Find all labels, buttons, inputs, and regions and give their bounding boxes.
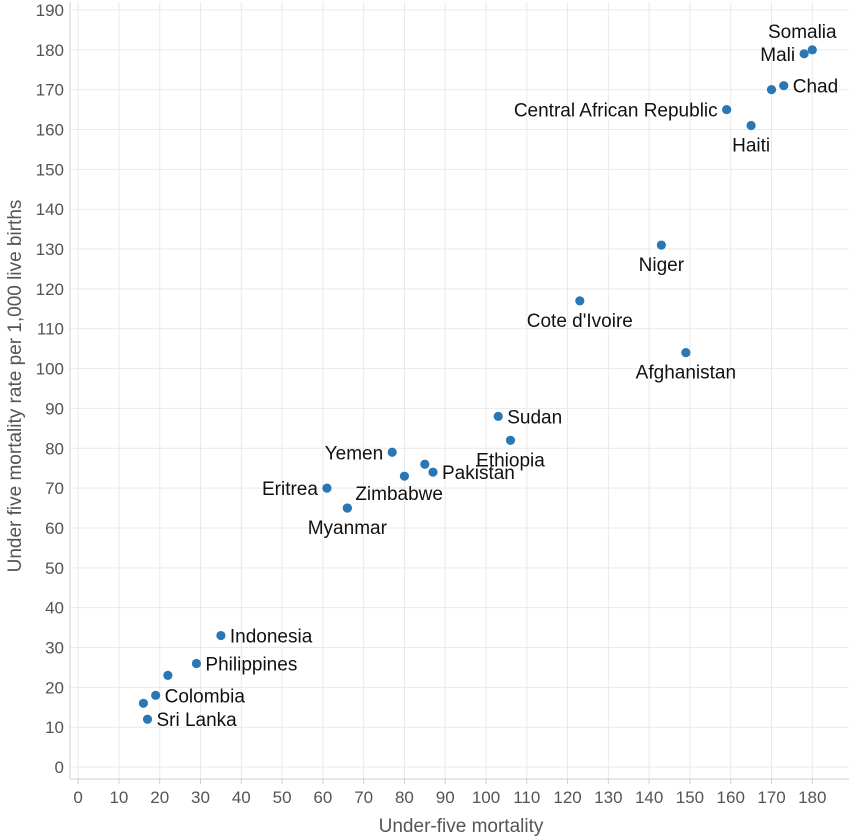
- data-point: [656, 240, 666, 250]
- data-point: [505, 435, 516, 445]
- y-tick-label: 20: [45, 678, 64, 697]
- x-tick-label: 0: [73, 788, 82, 807]
- data-label: Somalia: [768, 22, 837, 43]
- x-tick-label: 90: [436, 788, 455, 807]
- x-tick-label: 10: [109, 788, 128, 807]
- data-point: [766, 85, 777, 95]
- x-tick-label: 170: [757, 788, 785, 807]
- data-label: Colombia: [165, 686, 246, 707]
- x-tick-label: 40: [232, 788, 251, 807]
- data-point: [779, 81, 789, 91]
- data-label: Eritrea: [262, 479, 318, 500]
- x-tick-label: 120: [553, 788, 581, 807]
- data-label: Afghanistan: [636, 363, 736, 384]
- data-label: Niger: [639, 255, 685, 276]
- data-point: [387, 447, 397, 457]
- x-tick-label: 50: [273, 788, 292, 807]
- data-label: Mali: [760, 45, 795, 66]
- data-label: Ethiopia: [476, 450, 545, 471]
- axes: [69, 2, 849, 784]
- y-tick-label: 180: [36, 41, 64, 60]
- data-point: [322, 483, 332, 493]
- data-label: Cote d'Ivoire: [527, 311, 633, 332]
- x-axis-title: Under-five mortality: [379, 816, 544, 837]
- y-tick-label: 190: [36, 1, 64, 20]
- y-tick-label: 40: [45, 599, 64, 618]
- data-label: Zimbabwe: [355, 484, 443, 505]
- data-label: Indonesia: [230, 627, 313, 648]
- y-tick-label: 50: [45, 559, 64, 578]
- data-point: [342, 503, 352, 513]
- x-tick-label: 60: [313, 788, 332, 807]
- x-tick-label: 140: [635, 788, 663, 807]
- data-label: Central African Republic: [514, 101, 718, 122]
- data-label: Haiti: [732, 136, 770, 157]
- y-tick-label: 140: [36, 200, 64, 219]
- data-point: [428, 467, 438, 477]
- y-tick-label: 90: [45, 399, 64, 418]
- data-point: [681, 348, 691, 358]
- data-point: [807, 45, 817, 55]
- data-point: [163, 670, 173, 681]
- data-label: Pakistan: [442, 463, 515, 484]
- data-label: Philippines: [205, 654, 297, 675]
- data-label: Sri Lanka: [156, 710, 237, 731]
- x-tick-label: 130: [594, 788, 622, 807]
- y-tick-label: 120: [36, 280, 64, 299]
- y-tick-label: 80: [45, 439, 64, 458]
- data-point: [746, 120, 756, 131]
- data-point: [138, 698, 149, 708]
- data-label: Sudan: [507, 407, 562, 428]
- tick-labels: 0 10 20 30 40 50 60 70 80 90 100 110 120 130 140 150 160…: [36, 1, 827, 807]
- y-tick-label: 60: [45, 519, 64, 538]
- x-tick-label: 20: [150, 788, 169, 807]
- data-label: Chad: [793, 77, 838, 98]
- data-point: [142, 714, 153, 724]
- y-tick-label: 170: [36, 81, 64, 100]
- y-tick-label: 160: [36, 121, 64, 140]
- data-point: [420, 459, 430, 469]
- data-point: [151, 690, 161, 700]
- data-point: [399, 471, 410, 481]
- data-label: Myanmar: [308, 518, 388, 539]
- y-tick-label: 10: [45, 718, 64, 737]
- data-point: [575, 296, 585, 306]
- gridlines: [70, 2, 849, 779]
- x-tick-label: 80: [395, 788, 414, 807]
- data-point: [493, 411, 503, 421]
- x-tick-label: 160: [717, 788, 745, 807]
- data-point: [191, 658, 202, 669]
- x-tick-label: 100: [472, 788, 500, 807]
- x-tick-label: 30: [191, 788, 210, 807]
- y-axis-title: Under five mortality rate per 1,000 live…: [5, 200, 26, 573]
- x-tick-label: 70: [354, 788, 373, 807]
- x-tick-label: 180: [798, 788, 826, 807]
- data-points: [138, 45, 817, 724]
- y-tick-label: 150: [36, 160, 64, 179]
- y-tick-label: 70: [45, 479, 64, 498]
- y-tick-label: 30: [45, 639, 64, 658]
- x-tick-label: 150: [676, 788, 704, 807]
- y-tick-label: 130: [36, 240, 64, 259]
- y-tick-label: 110: [37, 320, 64, 339]
- x-tick-label: 110: [513, 788, 540, 807]
- y-tick-label: 0: [55, 758, 64, 777]
- y-tick-label: 100: [36, 360, 64, 379]
- data-point: [216, 630, 226, 641]
- data-point: [799, 49, 809, 59]
- data-point: [722, 104, 732, 115]
- data-label: Yemen: [325, 443, 383, 464]
